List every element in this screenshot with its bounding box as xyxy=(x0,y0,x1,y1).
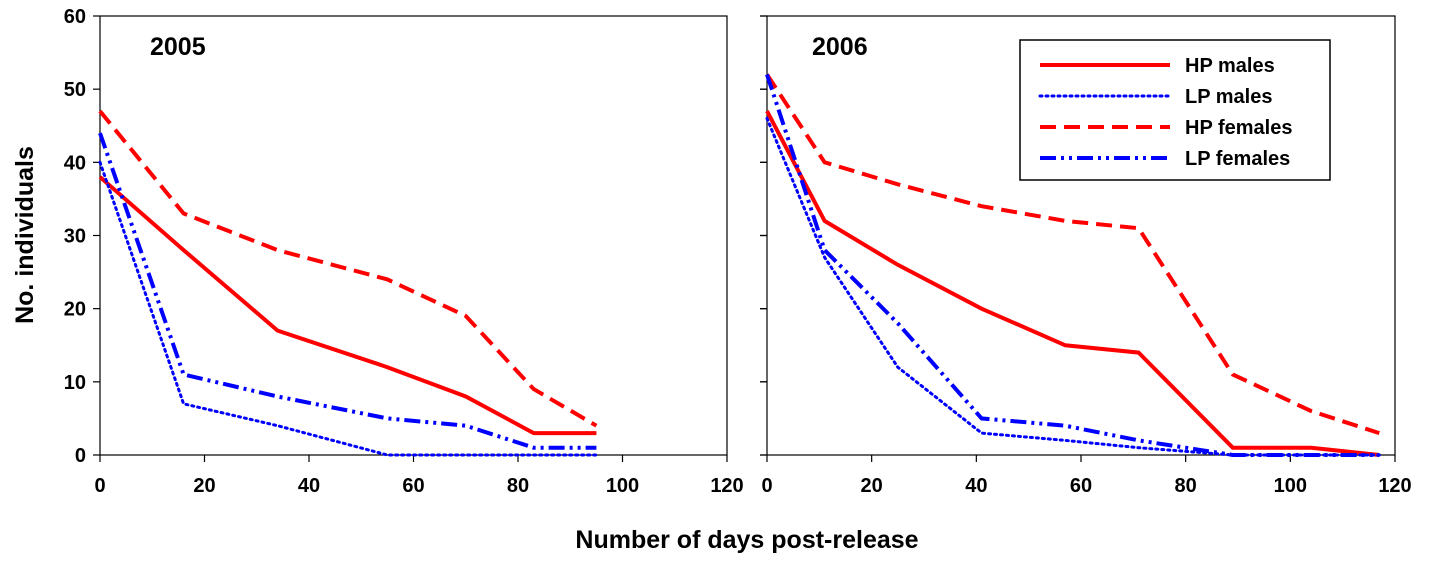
x-tick-label: 120 xyxy=(710,475,743,497)
panel-2005: 0 10 20 30 40 50 60 0 20 40 60 80 100 120 2005 xyxy=(64,6,744,497)
series-line-hp-males xyxy=(765,110,1380,457)
panel-2006: 0 20 40 60 80 100 120 2006 HP males LP males HP fe… xyxy=(760,15,1412,497)
plot-frame xyxy=(99,15,728,456)
panel-title: 2006 xyxy=(812,33,868,61)
legend-label: LP males xyxy=(1185,86,1272,108)
y-tick-label: 10 xyxy=(64,372,86,394)
series-line-lp-males xyxy=(98,160,598,457)
x-tick-label: 0 xyxy=(94,475,105,497)
x-tick-label: 60 xyxy=(1070,475,1092,497)
series-line-lp-females xyxy=(98,132,597,450)
y-tick-label: 0 xyxy=(75,445,86,467)
series-line-hp-males xyxy=(98,175,597,436)
x-tick-label: 80 xyxy=(507,475,529,497)
series-line-hp-females xyxy=(98,109,598,428)
series-line-lp-males xyxy=(765,116,1381,457)
panel-title: 2005 xyxy=(150,33,206,61)
y-tick-label: 40 xyxy=(64,152,86,174)
x-tick-label: 60 xyxy=(402,475,424,497)
y-tick-label: 60 xyxy=(64,6,86,28)
y-axis-label: No. individuals xyxy=(11,146,39,324)
y-tick-label: 20 xyxy=(64,299,86,321)
legend-label: HP males xyxy=(1185,55,1275,77)
x-tick-label: 100 xyxy=(606,475,639,497)
x-tick-label: 120 xyxy=(1378,475,1411,497)
y-tick-label: 50 xyxy=(64,79,86,101)
x-tick-label: 0 xyxy=(761,475,772,497)
x-tick-label: 40 xyxy=(298,475,320,497)
legend-label: HP females xyxy=(1185,117,1292,139)
x-tick-label: 20 xyxy=(861,475,883,497)
series-line-hp-females xyxy=(765,73,1380,436)
y-tick-label: 30 xyxy=(64,226,86,248)
x-tick-label: 40 xyxy=(965,475,987,497)
legend-label: LP females xyxy=(1185,148,1290,170)
x-tick-label: 100 xyxy=(1274,475,1307,497)
x-axis-label: Number of days post-release xyxy=(575,526,918,554)
x-tick-label: 80 xyxy=(1175,475,1197,497)
x-tick-label: 20 xyxy=(193,475,215,497)
